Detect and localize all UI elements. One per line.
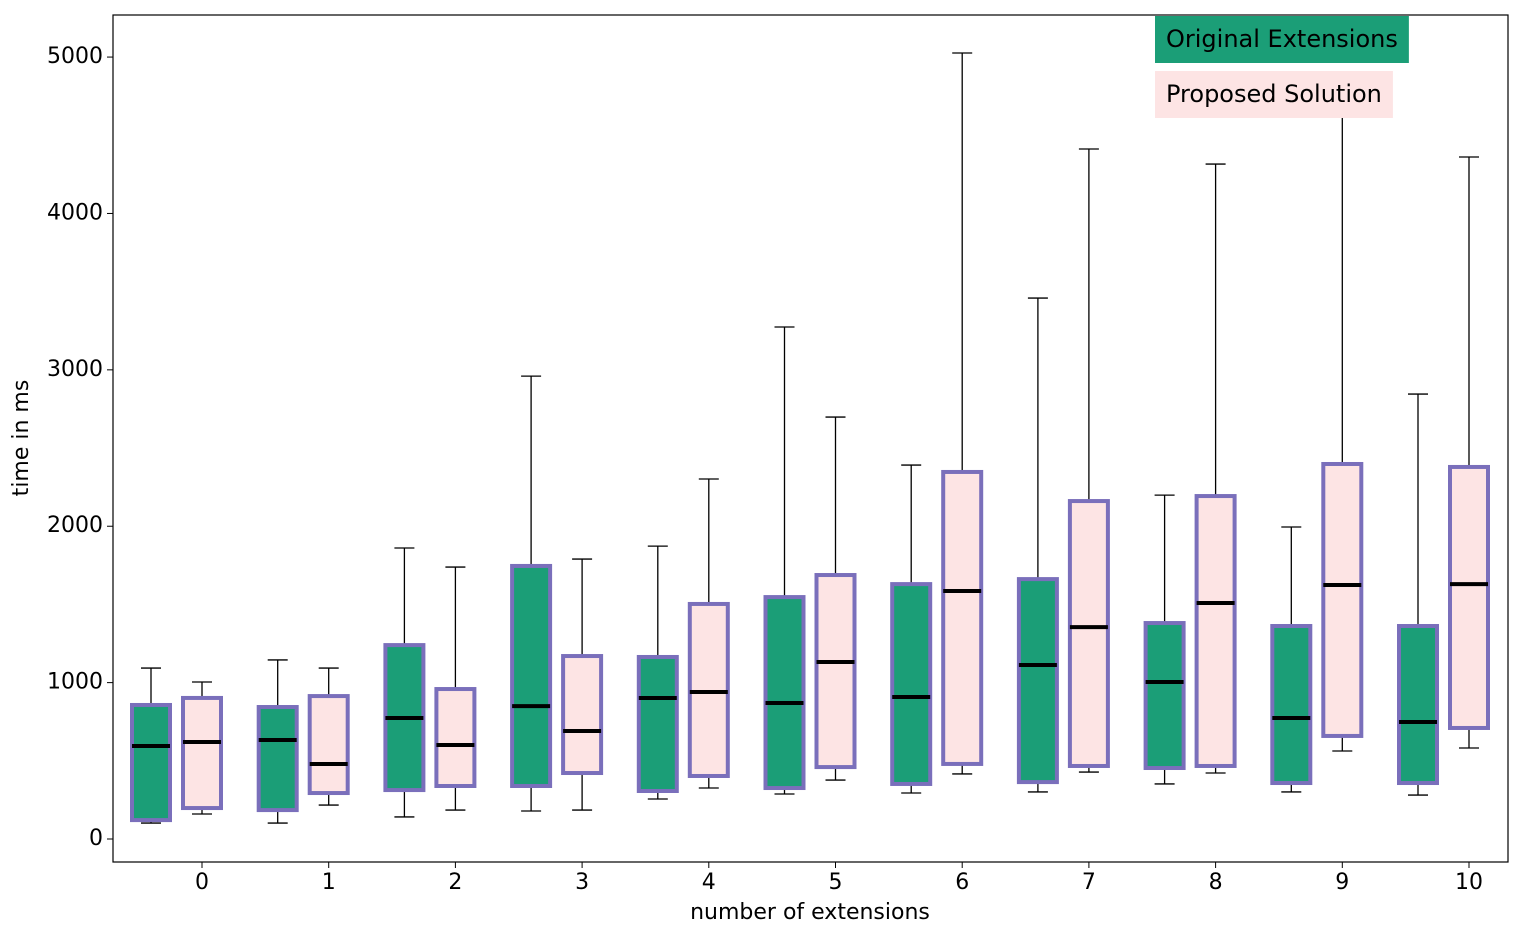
x-tick-label: 2	[448, 870, 462, 895]
box	[561, 654, 604, 776]
x-axis-label: number of extensions	[690, 900, 930, 925]
box	[1016, 577, 1059, 785]
box	[1143, 621, 1186, 771]
legend-label: Original Extensions	[1166, 25, 1398, 53]
x-tick-label: 6	[955, 870, 969, 895]
box	[434, 687, 477, 788]
box	[1194, 494, 1237, 768]
x-tick-label: 1	[322, 870, 336, 895]
x-tick-label: 0	[195, 870, 209, 895]
y-tick-label: 5000	[47, 44, 103, 69]
box	[510, 563, 553, 788]
x-tick-label: 3	[575, 870, 589, 895]
x-tick-label: 7	[1082, 870, 1096, 895]
box	[687, 601, 730, 778]
box	[814, 573, 857, 770]
box	[307, 694, 350, 796]
plot-frame	[112, 14, 1509, 863]
y-tick-label: 3000	[47, 357, 103, 382]
legend-label: Proposed Solution	[1166, 80, 1382, 108]
box	[1397, 624, 1439, 786]
box	[1270, 624, 1313, 786]
box	[130, 702, 172, 823]
y-tick-label: 2000	[47, 513, 103, 538]
y-tick-label: 1000	[47, 670, 103, 695]
box	[1067, 499, 1110, 768]
y-tick-label: 0	[89, 826, 103, 851]
x-tick-label: 4	[702, 870, 716, 895]
box	[1448, 464, 1490, 730]
y-axis-label: time in ms	[9, 380, 34, 497]
box	[890, 582, 933, 786]
box	[256, 705, 299, 813]
x-tick-label: 10	[1455, 870, 1483, 895]
box	[763, 595, 806, 791]
x-tick-label: 5	[829, 870, 843, 895]
legend-entry-bg	[1155, 16, 1409, 63]
x-tick-label: 8	[1209, 870, 1223, 895]
box	[636, 654, 679, 793]
legend-entry-bg	[1155, 71, 1393, 118]
y-tick-label: 4000	[47, 200, 103, 225]
box	[1321, 461, 1364, 738]
box	[181, 695, 223, 811]
box	[941, 469, 984, 766]
x-tick-label: 9	[1335, 870, 1349, 895]
